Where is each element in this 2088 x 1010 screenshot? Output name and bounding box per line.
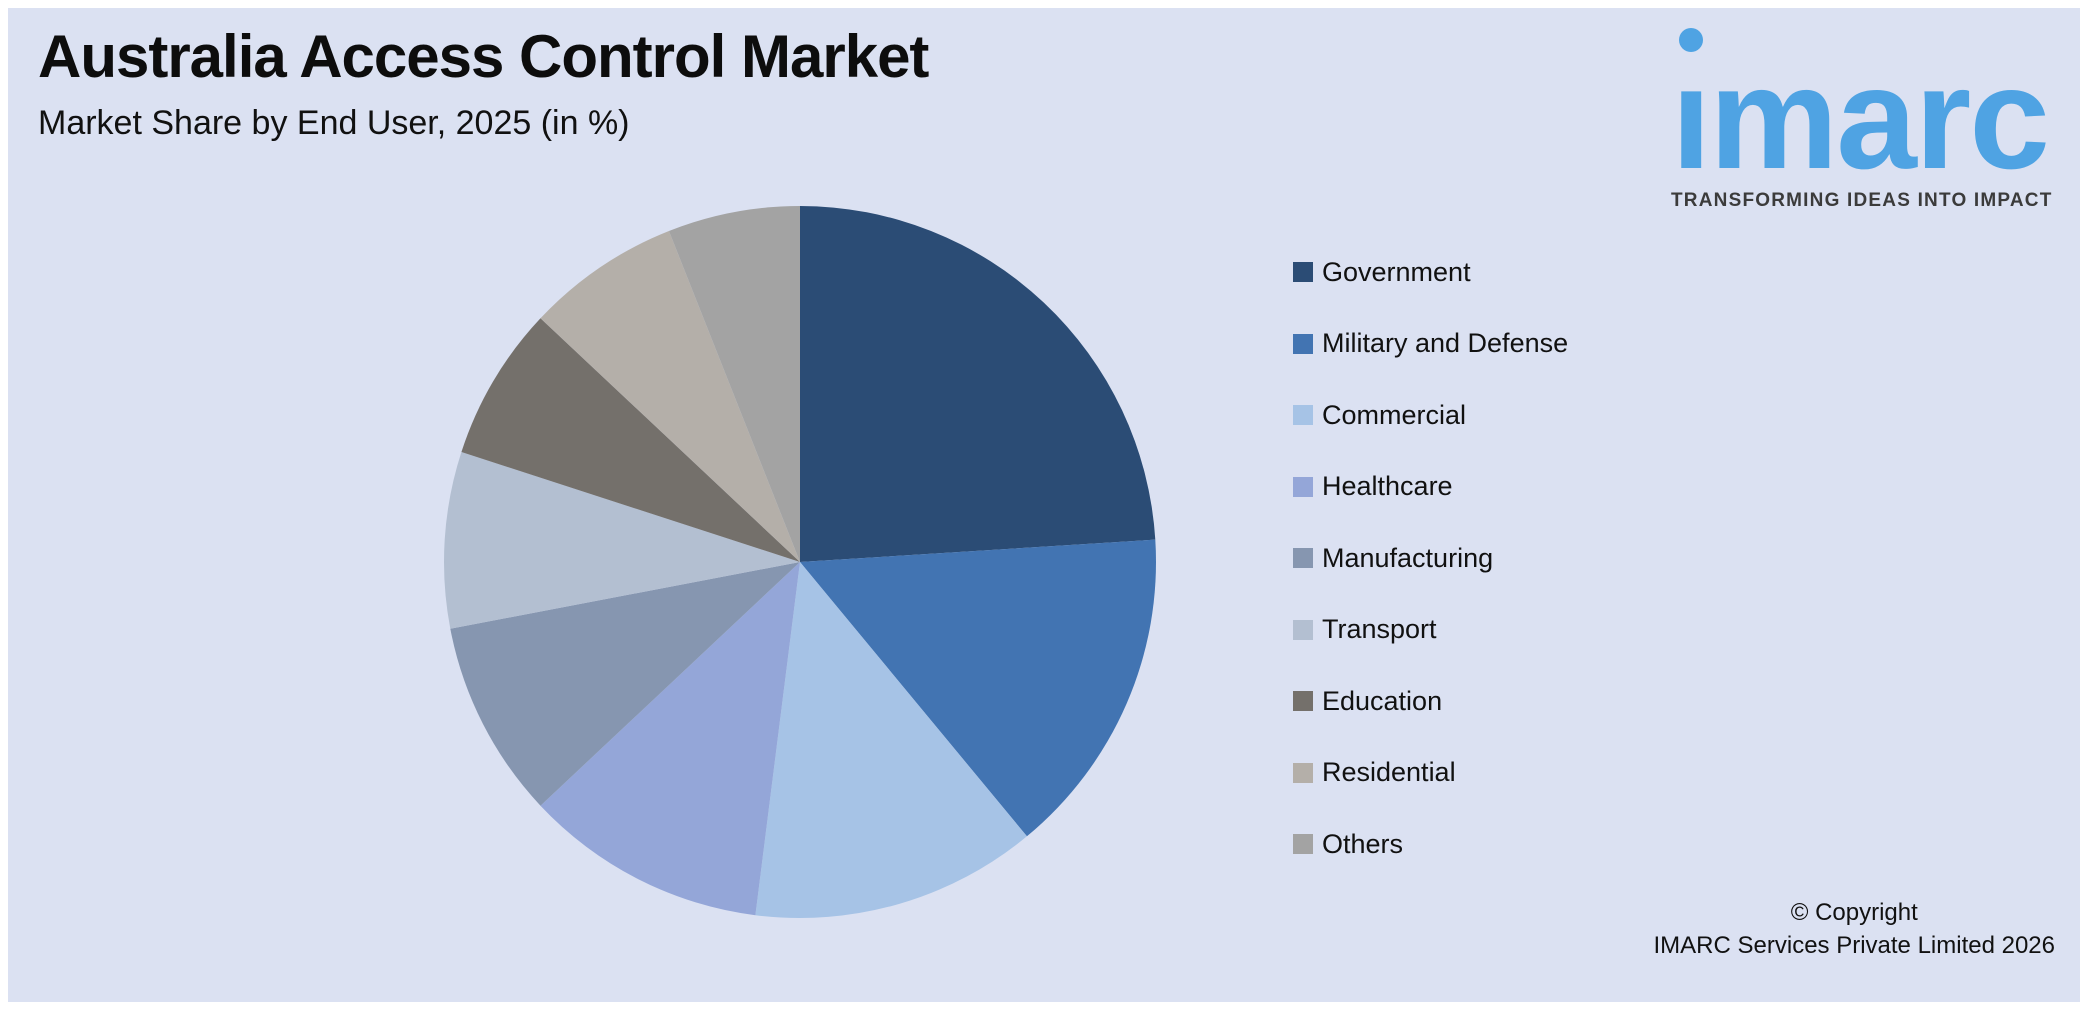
legend-item-manufacturing: Manufacturing — [1293, 542, 1568, 573]
pie-chart — [443, 206, 1156, 918]
legend-item-military-and-defense: Military and Defense — [1293, 328, 1569, 358]
legend-item-residential: Residential — [1293, 757, 1568, 787]
legend-label: Military and Defense — [1322, 328, 1569, 358]
legend-swatch — [1293, 691, 1313, 711]
legend-label: Residential — [1322, 757, 1456, 787]
pie-slice-manufacturing — [450, 562, 800, 806]
copyright-line1: © Copyright — [1790, 899, 1918, 926]
page-title: Australia Access Control Market — [38, 23, 929, 90]
legend-item-transport: Transport — [1293, 614, 1568, 644]
legend-item-government: Government — [1293, 256, 1568, 287]
legend-swatch — [1293, 619, 1313, 640]
pie-slice-transport — [443, 451, 800, 629]
legend-item-others: Others — [1293, 828, 1568, 859]
legend-item-education: Education — [1293, 685, 1568, 716]
legend-item-healthcare: Healthcare — [1293, 471, 1568, 501]
legend-label: Healthcare — [1322, 471, 1453, 501]
legend-label: Others — [1322, 828, 1404, 859]
legend-swatch — [1293, 476, 1313, 497]
pie-slice-others — [668, 206, 800, 562]
legend-swatch — [1293, 262, 1313, 282]
legend-swatch — [1293, 405, 1313, 425]
pie-slice-commercial — [755, 562, 1027, 918]
legend-label: Government — [1322, 256, 1471, 287]
legend-label: Education — [1322, 685, 1443, 716]
pie-slice-residential — [540, 230, 800, 562]
legend-label: Manufacturing — [1322, 542, 1494, 573]
page-subtitle: Market Share by End User, 2025 (in %) — [38, 104, 630, 142]
copyright-line2: IMARC Services Private Limited 2026 — [1653, 932, 2055, 959]
logo-dot-icon — [1679, 28, 1703, 52]
copyright: © Copyright IMARC Services Private Limit… — [1654, 896, 2055, 962]
legend-label: Commercial — [1322, 399, 1467, 430]
pie-slice-government — [800, 206, 1156, 562]
pie-slice-healthcare — [540, 562, 800, 916]
legend-swatch — [1293, 333, 1313, 354]
logo-tagline: TRANSFORMING IDEAS INTO IMPACT — [1671, 190, 2053, 211]
legend-item-commercial: Commercial — [1293, 399, 1568, 430]
legend: Government Military and Defense Commerci… — [1293, 256, 1569, 902]
pie-slice-education — [461, 318, 800, 562]
legend-swatch — [1293, 548, 1313, 568]
imarc-logo: ımarc TRANSFORMING IDEAS INTO IMPACT — [1671, 26, 2059, 212]
pie-slice-military-and-defense — [800, 539, 1156, 837]
legend-swatch — [1293, 762, 1313, 783]
logo-wordmark: ımarc — [1671, 37, 2050, 199]
legend-swatch — [1293, 834, 1313, 854]
legend-label: Transport — [1322, 614, 1437, 644]
